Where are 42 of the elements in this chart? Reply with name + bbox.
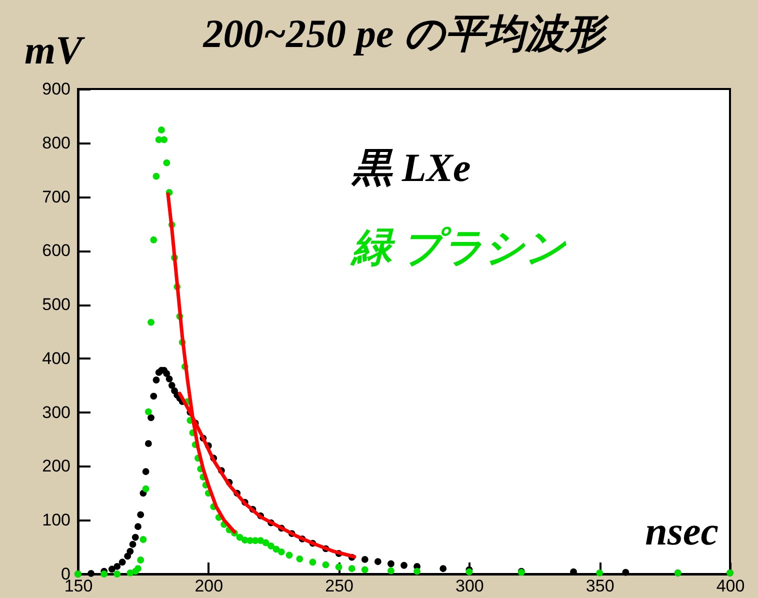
point — [144, 440, 152, 448]
point — [387, 560, 394, 568]
point — [137, 511, 144, 518]
y-tick-label: 100 — [42, 510, 70, 530]
point — [142, 468, 150, 476]
point — [132, 534, 139, 541]
point — [440, 565, 447, 572]
point — [108, 566, 116, 573]
text: 緑 プラシン — [350, 225, 567, 270]
x-tick-label: 250 — [325, 576, 354, 596]
point — [152, 376, 160, 384]
text: 黒 LXe — [350, 145, 471, 190]
point — [622, 568, 630, 576]
point — [374, 558, 382, 566]
point — [129, 540, 136, 548]
point — [134, 523, 142, 530]
x-tick-label: 300 — [456, 576, 484, 596]
x-tick-label: 200 — [194, 576, 224, 596]
point — [400, 562, 408, 569]
point — [118, 558, 126, 566]
point — [126, 548, 134, 555]
x-tick-label: 400 — [716, 576, 745, 596]
x-tick-label: 350 — [586, 576, 614, 596]
point — [166, 375, 173, 382]
x-axis-title: nsec — [645, 508, 719, 554]
y-tick-label: 400 — [42, 348, 70, 368]
y-tick-label: 200 — [42, 456, 70, 476]
y-tick-label: 700 — [42, 187, 70, 206]
y-tick-label: 300 — [42, 402, 70, 422]
point — [114, 563, 121, 570]
point — [148, 414, 154, 422]
point — [163, 370, 170, 377]
y-tick-label: 600 — [42, 241, 70, 260]
point — [361, 556, 368, 563]
point — [88, 570, 95, 577]
y-tick-label: 500 — [42, 295, 70, 314]
y-tick-label: 900 — [42, 80, 70, 98]
y-axis-title: mV — [24, 28, 86, 72]
y-tick-label: 800 — [42, 133, 70, 152]
point — [168, 382, 176, 389]
chart-title: 200~250 pe の平均波形 — [202, 11, 610, 56]
point — [150, 392, 158, 400]
